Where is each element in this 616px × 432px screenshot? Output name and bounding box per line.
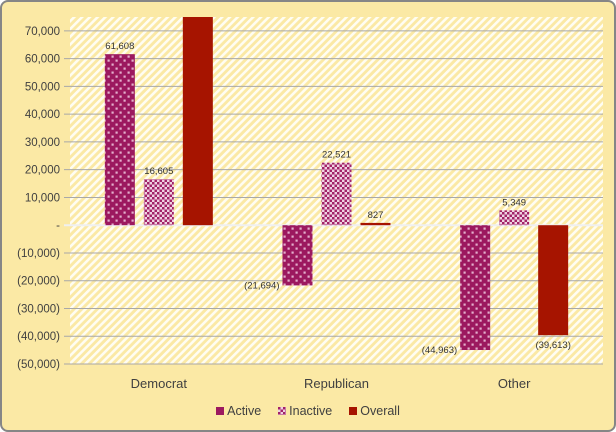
y-axis-label: (40,000): [17, 331, 60, 343]
bar-inactive-other[interactable]: [499, 210, 530, 226]
y-axis-label: (20,000): [17, 276, 60, 288]
legend-swatch-overall: [349, 407, 358, 415]
bar-active-other[interactable]: [460, 225, 491, 351]
legend-swatch-active: [216, 407, 225, 415]
chart-legend: Active Inactive Overall: [2, 402, 614, 420]
y-axis-label: 30,000: [25, 137, 60, 149]
legend-label: Active: [227, 404, 262, 418]
y-axis-label: 50,000: [25, 81, 60, 93]
legend-item-inactive[interactable]: Inactive: [278, 404, 332, 418]
data-label: 5,349: [502, 197, 526, 208]
legend-swatch-inactive: [278, 407, 287, 415]
y-axis-label: 70,000: [25, 26, 60, 38]
bar-active-republican[interactable]: [282, 225, 313, 286]
data-label: 16,605: [144, 166, 173, 177]
y-axis-label: 20,000: [25, 165, 60, 177]
legend-item-active[interactable]: Active: [216, 404, 261, 418]
category-label-other: Other: [498, 376, 531, 391]
data-label: (21,694): [244, 280, 279, 291]
category-label-republican: Republican: [304, 376, 369, 391]
bar-inactive-democrat[interactable]: [143, 179, 174, 226]
bar-overall-other[interactable]: [538, 225, 569, 336]
y-axis-label: -: [56, 220, 60, 232]
bar-inactive-republican[interactable]: [321, 162, 352, 226]
y-axis-label: 40,000: [25, 109, 60, 121]
bar-overall-republican[interactable]: [360, 222, 391, 226]
legend-label: Overall: [360, 404, 400, 418]
bar-overall-democrat[interactable]: [182, 8, 213, 226]
data-label: 22,521: [322, 150, 351, 161]
data-label: 827: [368, 210, 384, 221]
y-axis-label: 10,000: [25, 192, 60, 204]
bar-active-democrat[interactable]: [104, 54, 135, 226]
data-label: (44,963): [422, 345, 457, 356]
category-label-democrat: Democrat: [131, 376, 188, 391]
legend-item-overall[interactable]: Overall: [349, 404, 400, 418]
data-label: 61,608: [105, 41, 134, 52]
y-axis-label: (50,000): [17, 359, 60, 371]
legend-label: Inactive: [289, 404, 333, 418]
y-axis-label: (10,000): [17, 248, 60, 260]
data-label: (39,613): [535, 340, 570, 351]
y-axis-label: (30,000): [17, 303, 60, 315]
y-axis-label: 60,000: [25, 54, 60, 66]
